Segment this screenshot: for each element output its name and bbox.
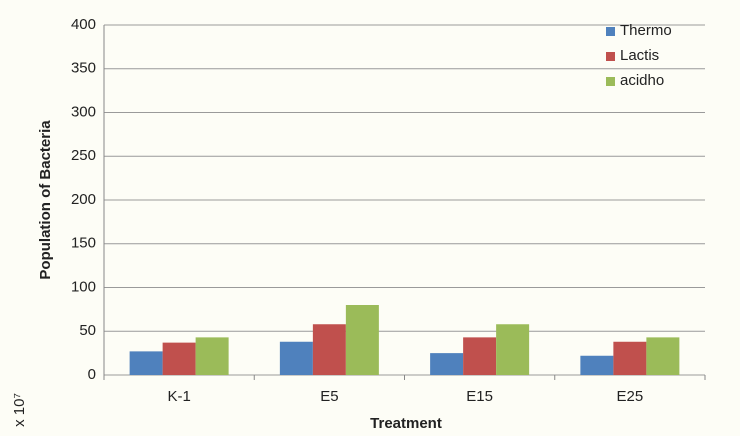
bar xyxy=(162,342,196,375)
x-tick-label: K-1 xyxy=(167,388,190,405)
bar xyxy=(129,351,163,375)
bar xyxy=(195,337,229,375)
y-tick-label: 50 xyxy=(79,322,96,339)
bar xyxy=(430,353,464,375)
legend-swatch xyxy=(606,52,615,61)
x-tick-label: E25 xyxy=(617,388,644,405)
y-tick-label: 250 xyxy=(71,147,96,164)
y-tick-label: 100 xyxy=(71,278,96,295)
legend-swatch xyxy=(606,77,615,86)
y-axis-title: Population of Bacteria xyxy=(37,120,54,280)
legend-label: acidho xyxy=(620,72,664,89)
bar xyxy=(496,324,530,375)
y-tick-label: 0 xyxy=(88,366,96,383)
legend-label: Thermo xyxy=(620,22,672,39)
x-tick-label: E15 xyxy=(466,388,493,405)
bar xyxy=(646,337,680,375)
legend-swatch xyxy=(606,27,615,36)
bar xyxy=(580,355,614,375)
x-tick-label: E5 xyxy=(320,388,338,405)
x-axis-title: Treatment xyxy=(370,415,442,432)
bar xyxy=(613,341,647,375)
legend-label: Lactis xyxy=(620,47,659,64)
y-tick-label: 350 xyxy=(71,60,96,77)
y-tick-label: 150 xyxy=(71,235,96,252)
bar xyxy=(463,337,497,375)
bar xyxy=(312,324,346,375)
unit-note: x 10⁷ xyxy=(11,393,28,427)
bar xyxy=(345,305,379,375)
y-tick-label: 200 xyxy=(71,191,96,208)
y-tick-label: 400 xyxy=(71,16,96,33)
y-tick-label: 300 xyxy=(71,103,96,120)
bar xyxy=(279,341,313,375)
